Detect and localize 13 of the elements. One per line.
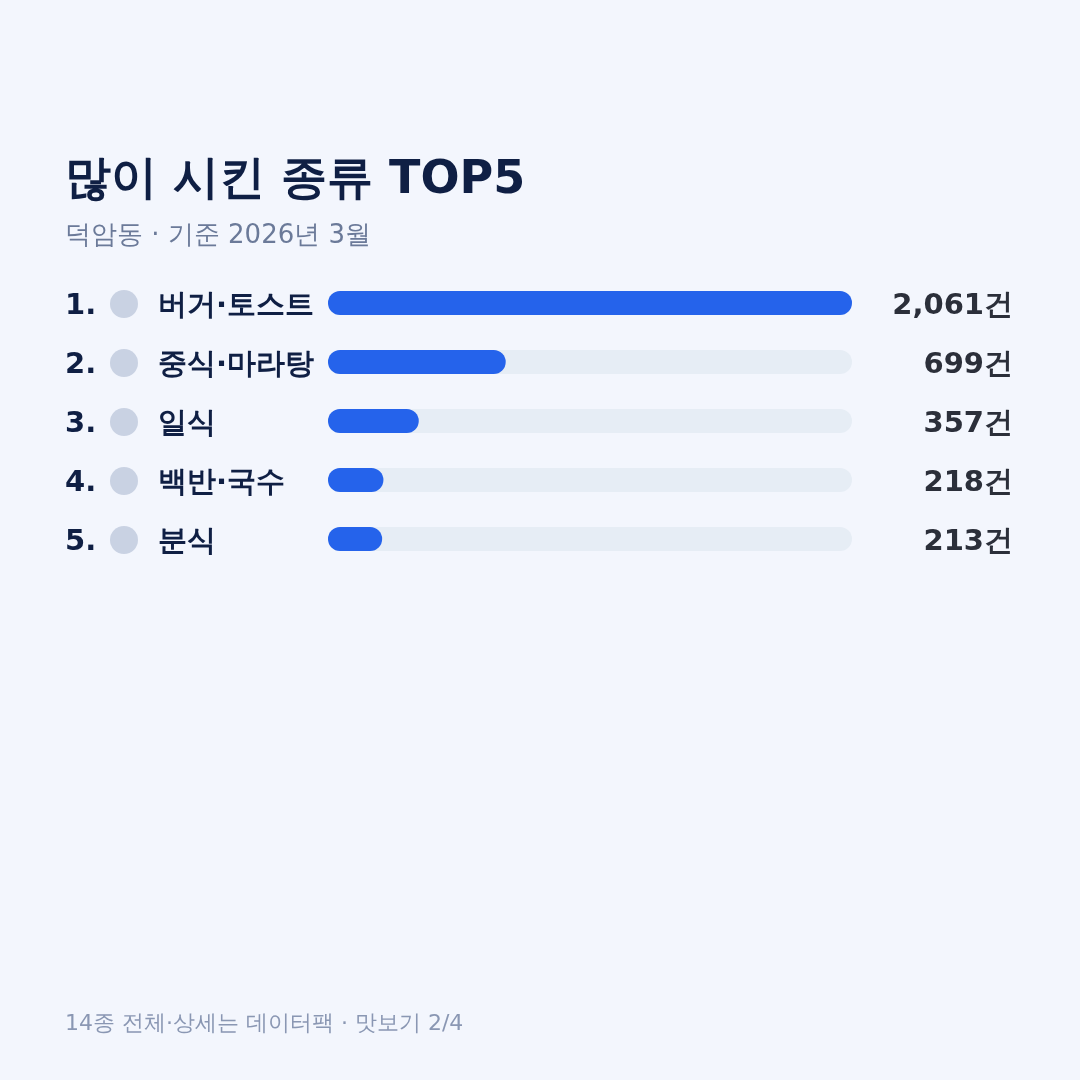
data-label: 213건 — [923, 523, 1013, 557]
category-label: 1. 버거·토스트 — [65, 287, 315, 321]
category-label: 3. 일식 — [65, 405, 216, 439]
category-label: 5. 분식 — [65, 523, 216, 557]
chart-title: 많이 시킨 종류 TOP5 — [65, 150, 526, 204]
text: 14종 전체·상세는 데이터팩 · 맛보기 2/4 — [65, 1010, 464, 1035]
data-label: 699건 — [923, 346, 1013, 380]
chart-subtitle: 덕암동 · 기준 2026년 3월 — [65, 219, 372, 249]
data-label: 2,061건 — [892, 287, 1013, 321]
category-label: 4. 백반·국수 — [65, 464, 286, 498]
data-label: 218건 — [923, 464, 1013, 498]
category-label: 2. 중식·마라탕 — [65, 346, 315, 380]
data-label: 357건 — [923, 405, 1013, 439]
